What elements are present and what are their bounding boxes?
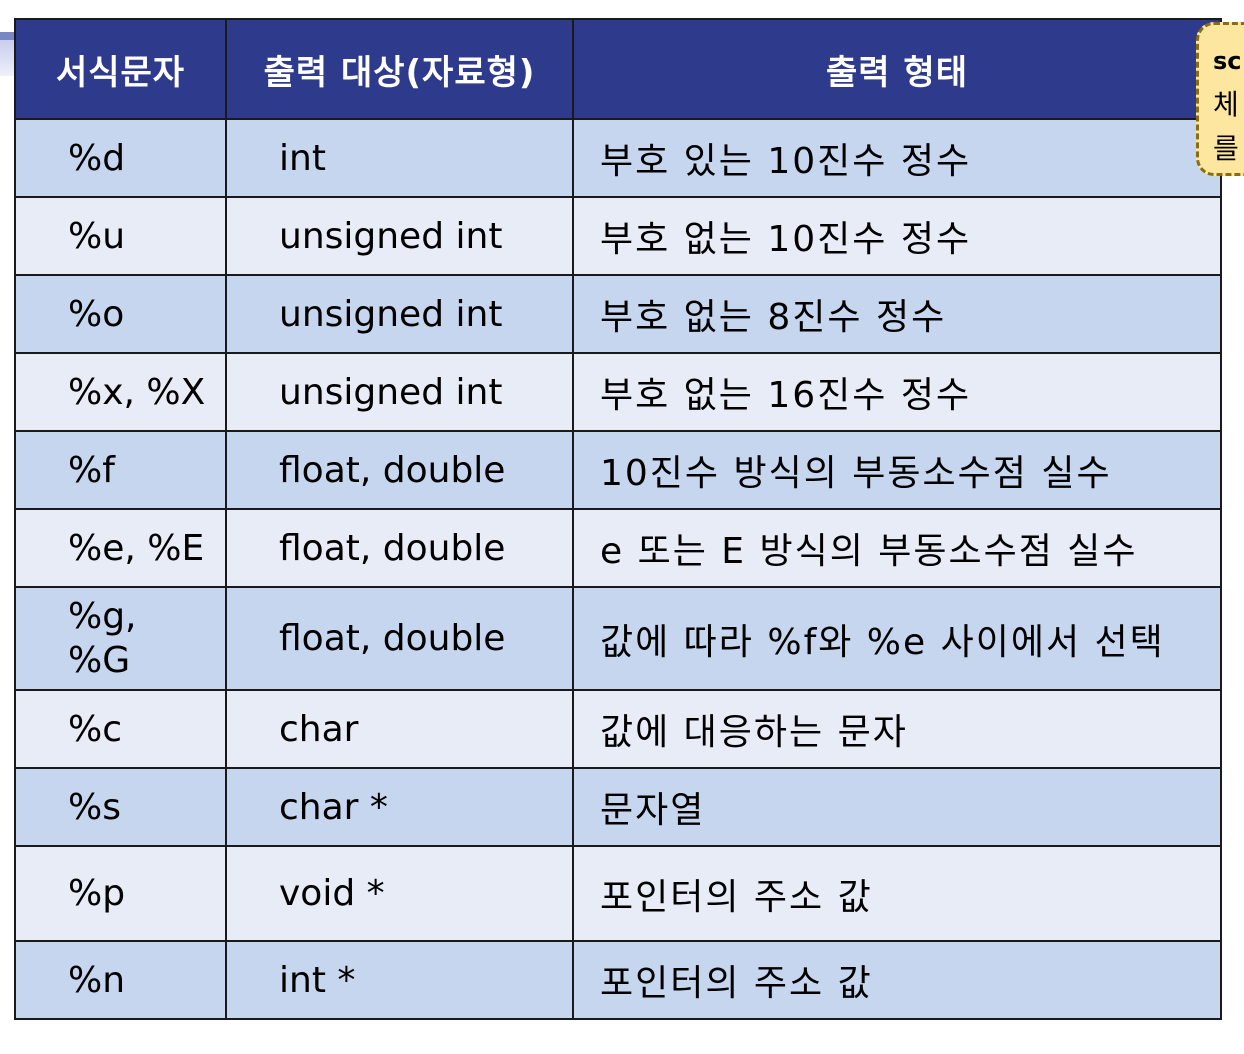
cell-spec: %o bbox=[14, 274, 227, 354]
cell-spec: %x, %X bbox=[14, 352, 227, 432]
header-format-char: 서식문자 bbox=[14, 18, 227, 120]
table-row: %n int * 포인터의 주소 값 bbox=[14, 940, 1222, 1020]
cell-type: int * bbox=[225, 940, 574, 1020]
cell-type: void * bbox=[225, 845, 574, 942]
cell-desc: 부호 없는 16진수 정수 bbox=[572, 352, 1222, 432]
cell-type: char bbox=[225, 689, 574, 769]
cell-spec: %c bbox=[14, 689, 227, 769]
cell-type: unsigned int bbox=[225, 196, 574, 276]
cell-spec: %e, %E bbox=[14, 508, 227, 588]
cell-desc: 부호 있는 10진수 정수 bbox=[572, 118, 1222, 198]
table-row: %g, %G float, double 값에 따라 %f와 %e 사이에서 선… bbox=[14, 586, 1222, 691]
table-row: %f float, double 10진수 방식의 부동소수점 실수 bbox=[14, 430, 1222, 510]
cell-spec: %n bbox=[14, 940, 227, 1020]
cell-spec: %d bbox=[14, 118, 227, 198]
header-row: 서식문자 출력 대상(자료형) 출력 형태 bbox=[14, 18, 1222, 120]
header-output-form: 출력 형태 bbox=[572, 18, 1222, 120]
cell-desc: e 또는 E 방식의 부동소수점 실수 bbox=[572, 508, 1222, 588]
cell-spec: %g, %G bbox=[14, 586, 227, 691]
callout-line: 체 bbox=[1213, 88, 1239, 121]
cell-type: char * bbox=[225, 767, 574, 847]
cell-type: float, double bbox=[225, 508, 574, 588]
cell-type: float, double bbox=[225, 586, 574, 691]
cell-spec: %f bbox=[14, 430, 227, 510]
callout-line: 를 bbox=[1213, 132, 1239, 165]
cell-spec: %s bbox=[14, 767, 227, 847]
callout-line: sc bbox=[1213, 47, 1242, 75]
table-row: %u unsigned int 부호 없는 10진수 정수 bbox=[14, 196, 1222, 276]
cell-desc: 부호 없는 10진수 정수 bbox=[572, 196, 1222, 276]
table-row: %x, %X unsigned int 부호 없는 16진수 정수 bbox=[14, 352, 1222, 432]
cell-spec: %u bbox=[14, 196, 227, 276]
table-row: %c char 값에 대응하는 문자 bbox=[14, 689, 1222, 769]
cell-desc: 부호 없는 8진수 정수 bbox=[572, 274, 1222, 354]
cell-desc: 문자열 bbox=[572, 767, 1222, 847]
cell-desc: 10진수 방식의 부동소수점 실수 bbox=[572, 430, 1222, 510]
cell-type: unsigned int bbox=[225, 274, 574, 354]
header-target-type: 출력 대상(자료형) bbox=[225, 18, 574, 120]
cell-type: float, double bbox=[225, 430, 574, 510]
table-row: %o unsigned int 부호 없는 8진수 정수 bbox=[14, 274, 1222, 354]
table-row: %d int 부호 있는 10진수 정수 bbox=[14, 118, 1222, 198]
format-specifier-table: 서식문자 출력 대상(자료형) 출력 형태 %d int 부호 있는 10진수 … bbox=[14, 18, 1222, 1020]
callout-note: sc 체 를 bbox=[1196, 22, 1244, 176]
table-row: %e, %E float, double e 또는 E 방식의 부동소수점 실수 bbox=[14, 508, 1222, 588]
cell-type: int bbox=[225, 118, 574, 198]
cell-desc: 포인터의 주소 값 bbox=[572, 845, 1222, 942]
cell-desc: 값에 따라 %f와 %e 사이에서 선택 bbox=[572, 586, 1222, 691]
cell-desc: 값에 대응하는 문자 bbox=[572, 689, 1222, 769]
cell-spec: %p bbox=[14, 845, 227, 942]
table-row: %p void * 포인터의 주소 값 bbox=[14, 845, 1222, 942]
cell-type: unsigned int bbox=[225, 352, 574, 432]
table-row: %s char * 문자열 bbox=[14, 767, 1222, 847]
cell-desc: 포인터의 주소 값 bbox=[572, 940, 1222, 1020]
